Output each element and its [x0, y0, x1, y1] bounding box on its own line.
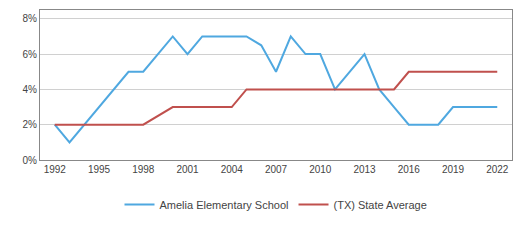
svg-text:6%: 6% — [23, 49, 38, 60]
svg-text:(TX) State Average: (TX) State Average — [334, 199, 427, 211]
svg-text:1998: 1998 — [132, 164, 155, 175]
svg-text:2%: 2% — [23, 119, 38, 130]
svg-text:1992: 1992 — [44, 164, 67, 175]
svg-text:2001: 2001 — [176, 164, 199, 175]
svg-text:1995: 1995 — [88, 164, 111, 175]
svg-text:2013: 2013 — [353, 164, 376, 175]
svg-text:0%: 0% — [23, 155, 38, 166]
svg-text:2007: 2007 — [265, 164, 288, 175]
svg-text:8%: 8% — [23, 13, 38, 24]
svg-text:2010: 2010 — [309, 164, 332, 175]
svg-text:4%: 4% — [23, 84, 38, 95]
svg-text:Amelia Elementary School: Amelia Elementary School — [160, 199, 289, 211]
svg-text:2004: 2004 — [221, 164, 244, 175]
svg-text:2016: 2016 — [398, 164, 421, 175]
svg-text:2022: 2022 — [486, 164, 509, 175]
svg-text:2019: 2019 — [442, 164, 465, 175]
